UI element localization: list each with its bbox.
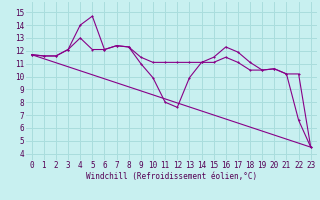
X-axis label: Windchill (Refroidissement éolien,°C): Windchill (Refroidissement éolien,°C) (86, 172, 257, 181)
